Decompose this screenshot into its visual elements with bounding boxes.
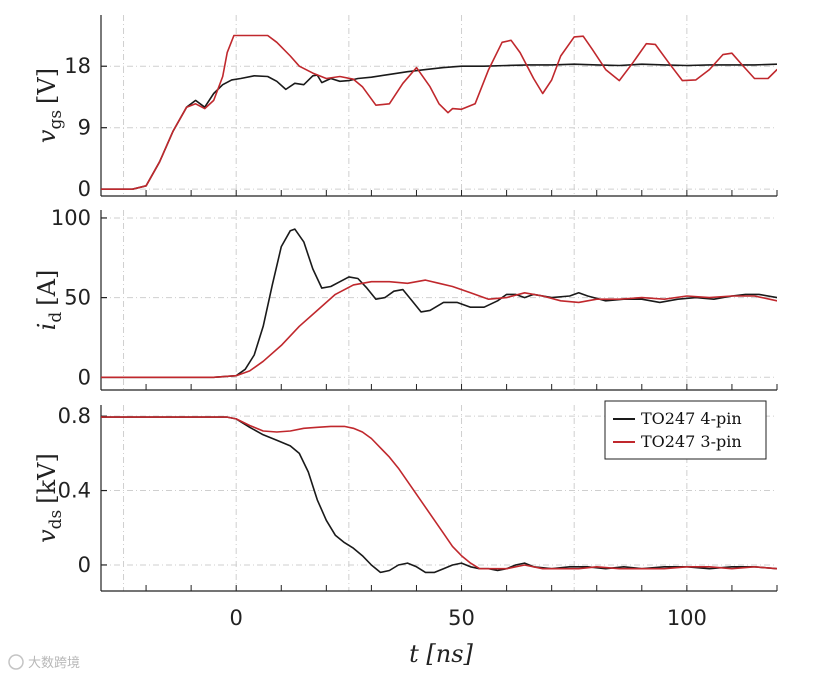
series-line-id-4pin	[101, 228, 777, 379]
legend-box	[604, 400, 767, 460]
watermark-text: 大数跨境	[28, 656, 80, 671]
watermark-logo-icon	[8, 654, 24, 670]
y-tick-label: 0.4	[58, 479, 91, 503]
y-tick-label: 18	[64, 54, 91, 78]
legend-label: TO247 3-pin	[641, 432, 742, 451]
y-tick-label: 9	[78, 116, 91, 140]
y-tick-label: 50	[64, 286, 91, 310]
x-axis-label-text: t [ns]	[409, 640, 473, 668]
panel-id: 0 50 100 id[A]	[33, 206, 778, 391]
y-tick-label: 0.8	[58, 404, 91, 428]
y-axis-label-vds: vds[kV]	[33, 453, 66, 543]
series-line-id-4pin	[101, 279, 777, 379]
legend: TO247 4-pin TO247 3-pin	[604, 400, 767, 460]
legend-label: TO247 4-pin	[641, 409, 742, 428]
y-tick-label: 100	[51, 206, 91, 230]
x-tick-label: 50	[448, 606, 475, 630]
series-line-vgs-4pin	[101, 34, 777, 190]
y-axis-label-vgs: vgs[V]	[33, 68, 66, 143]
y-axis-label-id: id[A]	[33, 270, 66, 331]
watermark: 大数跨境	[8, 654, 80, 671]
x-axis-label: t [ns]	[409, 640, 473, 668]
panel-vds: 0 0.4 0.8 vds[kV] 0 50 100	[33, 404, 778, 630]
series-line-vds-4pin	[101, 416, 777, 570]
series-line-vgs-4pin	[101, 63, 777, 190]
x-tick-label: 0	[230, 606, 243, 630]
y-tick-label: 0	[78, 177, 91, 201]
y-tick-label: 0	[78, 553, 91, 577]
y-tick-label: 0	[78, 365, 91, 389]
x-tick-label: 100	[667, 606, 707, 630]
